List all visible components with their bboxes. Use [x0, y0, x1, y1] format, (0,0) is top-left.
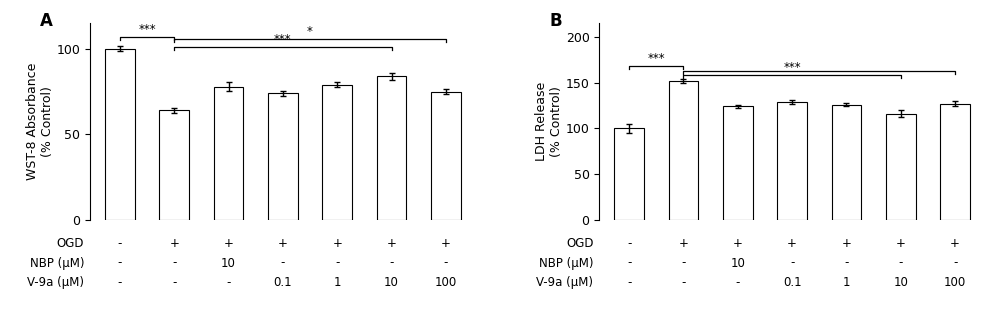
Text: 10: 10: [730, 256, 745, 269]
Text: 1: 1: [333, 276, 341, 289]
Bar: [940, 104, 970, 220]
Text: +: +: [787, 237, 797, 250]
Bar: [159, 111, 189, 220]
Text: OGD: OGD: [57, 237, 84, 250]
Text: ***: ***: [647, 52, 665, 65]
Text: 0.1: 0.1: [274, 276, 292, 289]
Text: -: -: [389, 256, 394, 269]
Text: ***: ***: [138, 23, 156, 36]
Text: 10: 10: [893, 276, 908, 289]
Text: +: +: [842, 237, 851, 250]
Text: A: A: [40, 12, 53, 30]
Y-axis label: LDH Release
(% Control): LDH Release (% Control): [535, 82, 563, 161]
Text: -: -: [627, 237, 631, 250]
Text: -: -: [226, 276, 231, 289]
Text: -: -: [444, 256, 448, 269]
Text: -: -: [172, 276, 176, 289]
Text: NBP (μM): NBP (μM): [539, 256, 593, 269]
Text: +: +: [733, 237, 743, 250]
Bar: [669, 81, 698, 220]
Text: +: +: [896, 237, 906, 250]
Bar: [777, 102, 807, 220]
Text: -: -: [736, 276, 740, 289]
Bar: [614, 129, 644, 220]
Text: *: *: [307, 25, 313, 38]
Text: 10: 10: [384, 276, 399, 289]
Text: -: -: [790, 256, 794, 269]
Text: +: +: [950, 237, 960, 250]
Text: -: -: [681, 256, 686, 269]
Bar: [322, 85, 352, 220]
Bar: [377, 76, 406, 220]
Text: -: -: [118, 276, 122, 289]
Text: -: -: [953, 256, 957, 269]
Text: 10: 10: [221, 256, 236, 269]
Text: -: -: [118, 237, 122, 250]
Text: +: +: [332, 237, 342, 250]
Text: -: -: [335, 256, 339, 269]
Text: -: -: [844, 256, 849, 269]
Text: OGD: OGD: [566, 237, 593, 250]
Bar: [105, 49, 135, 220]
Text: 100: 100: [944, 276, 966, 289]
Text: 1: 1: [843, 276, 850, 289]
Text: +: +: [679, 237, 688, 250]
Bar: [431, 92, 461, 220]
Bar: [268, 93, 298, 220]
Bar: [832, 105, 861, 220]
Y-axis label: WST-8 Absorbance
(% Control): WST-8 Absorbance (% Control): [26, 63, 54, 180]
Text: 100: 100: [435, 276, 457, 289]
Text: +: +: [224, 237, 233, 250]
Bar: [886, 114, 916, 220]
Text: ***: ***: [274, 33, 292, 46]
Text: V-9a (μM): V-9a (μM): [27, 276, 84, 289]
Text: NBP (μM): NBP (μM): [30, 256, 84, 269]
Text: -: -: [681, 276, 686, 289]
Text: -: -: [118, 256, 122, 269]
Text: V-9a (μM): V-9a (μM): [536, 276, 593, 289]
Text: +: +: [387, 237, 396, 250]
Bar: [214, 87, 243, 220]
Text: -: -: [627, 276, 631, 289]
Text: B: B: [549, 12, 562, 30]
Text: -: -: [627, 256, 631, 269]
Bar: [723, 107, 753, 220]
Text: -: -: [172, 256, 176, 269]
Text: +: +: [441, 237, 451, 250]
Text: +: +: [169, 237, 179, 250]
Text: ***: ***: [783, 62, 801, 75]
Text: -: -: [899, 256, 903, 269]
Text: -: -: [281, 256, 285, 269]
Text: 0.1: 0.1: [783, 276, 801, 289]
Text: +: +: [278, 237, 288, 250]
